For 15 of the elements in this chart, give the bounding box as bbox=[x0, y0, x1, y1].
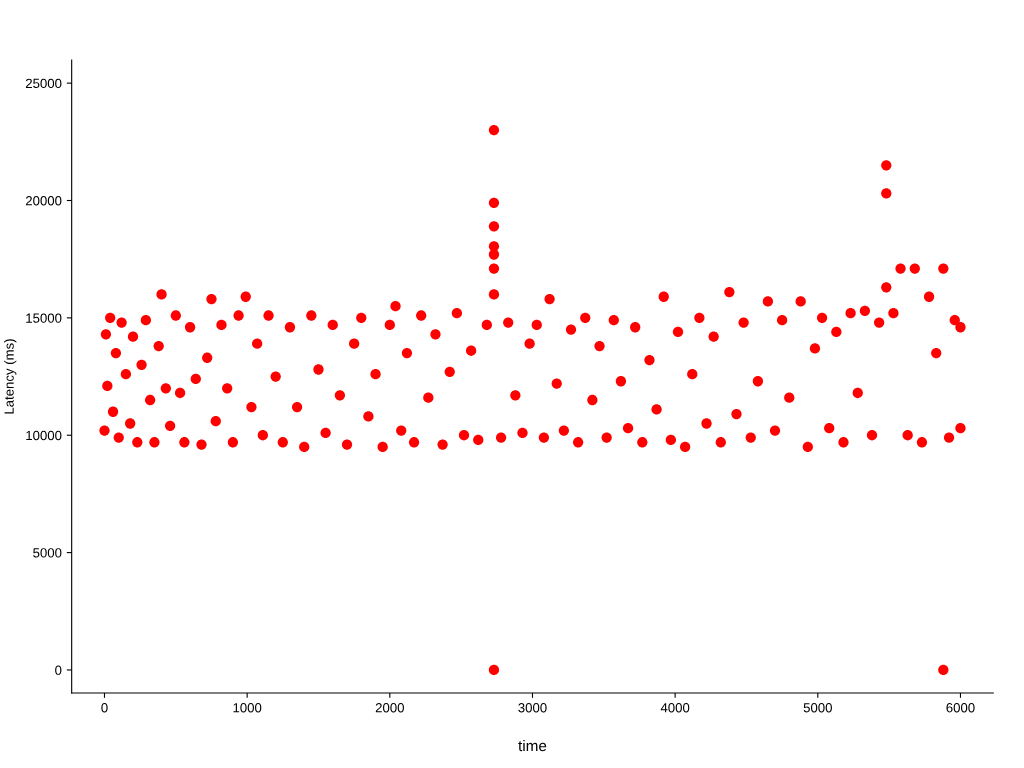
x-axis-title: time bbox=[518, 739, 547, 752]
x-tick-label: 0 bbox=[101, 703, 108, 713]
y-tick-label: 10000 bbox=[26, 430, 62, 441]
x-tick-label: 2000 bbox=[375, 703, 404, 713]
y-tick-label: 0 bbox=[55, 665, 62, 675]
y-tick-label: 15000 bbox=[26, 313, 62, 323]
y-tick-label: 5000 bbox=[33, 548, 62, 558]
x-tick-label: 6000 bbox=[946, 703, 975, 713]
x-tick-label: 3000 bbox=[518, 703, 547, 713]
x-tick-label: 1000 bbox=[233, 703, 262, 713]
x-tick-label: 5000 bbox=[803, 703, 832, 713]
y-tick-label: 25000 bbox=[25, 78, 62, 89]
y-tick-label: 20000 bbox=[25, 196, 62, 206]
y-axis-title: Latency (ms) bbox=[4, 339, 17, 414]
x-tick-label: 4000 bbox=[660, 703, 690, 713]
